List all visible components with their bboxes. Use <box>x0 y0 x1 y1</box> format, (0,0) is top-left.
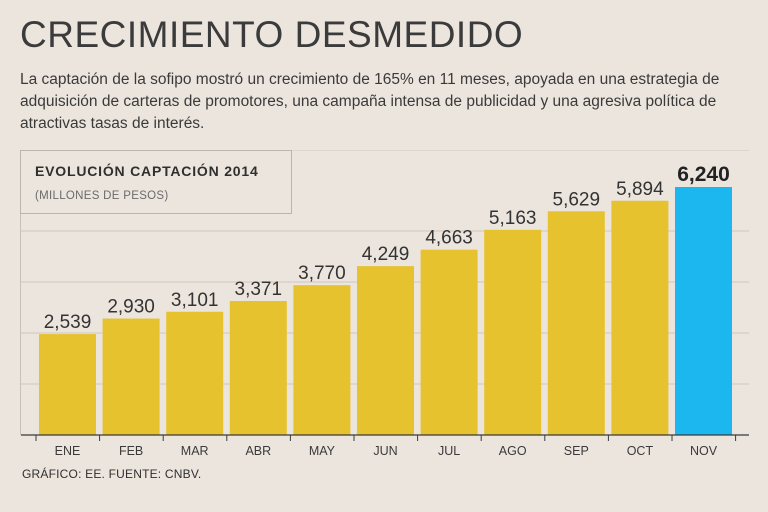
bar-oct <box>611 200 669 435</box>
x-tick-label: ENE <box>55 444 81 458</box>
bar-sep <box>547 211 605 435</box>
chart-panel: 2,539 ENE 2,930 FEB 3,101 MAR 3,371 ABR 3,770 MAY… <box>20 150 749 458</box>
bar-ago <box>484 229 542 435</box>
bar-nov <box>675 187 732 435</box>
value-label: 5,629 <box>553 189 601 210</box>
bar-abr <box>229 301 287 435</box>
chart-units: (MILLONES DE PESOS) <box>35 190 169 202</box>
chart-legend-box: EVOLUCIÓN CAPTACIÓN 2014 (MILLONES DE PE… <box>20 150 292 214</box>
x-tick-label: MAY <box>309 444 336 458</box>
x-tick-label: SEP <box>564 444 589 458</box>
value-label: 3,101 <box>171 290 219 311</box>
x-tick-label: OCT <box>627 444 654 458</box>
bar-may <box>293 285 351 435</box>
value-label: 4,663 <box>425 228 473 249</box>
value-label: 4,249 <box>362 244 410 265</box>
page-subtitle: La captación de la sofipo mostró un crec… <box>20 71 720 132</box>
bar-jun <box>357 266 414 435</box>
bar-feb <box>102 318 160 435</box>
x-tick-label: JUL <box>438 444 460 458</box>
bar-jul <box>420 249 478 435</box>
value-label: 6,240 <box>677 163 730 186</box>
value-label: 5,894 <box>616 179 664 200</box>
x-tick-label: AGO <box>499 444 527 458</box>
bar-chart: 2,539 ENE 2,930 FEB 3,101 MAR 3,371 ABR 3,770 MAY… <box>21 150 749 458</box>
value-label: 2,539 <box>44 312 92 333</box>
value-label: 2,930 <box>107 297 155 318</box>
value-label: 5,163 <box>489 208 537 229</box>
page-title: CRECIMIENTO DESMEDIDO <box>20 14 524 55</box>
x-tick-label: JUN <box>373 444 397 458</box>
bar-ene <box>39 334 96 435</box>
value-label: 3,770 <box>298 263 346 284</box>
x-tick-label: MAR <box>181 444 209 458</box>
x-tick-label: FEB <box>119 444 143 458</box>
x-tick-label: ABR <box>245 444 271 458</box>
source-note: GRÁFICO: EE. FUENTE: CNBV. <box>22 467 202 481</box>
chart-title: EVOLUCIÓN CAPTACIÓN 2014 <box>35 163 259 179</box>
bar-mar <box>166 311 224 435</box>
x-tick-label: NOV <box>690 444 718 458</box>
value-label: 3,371 <box>235 279 283 300</box>
